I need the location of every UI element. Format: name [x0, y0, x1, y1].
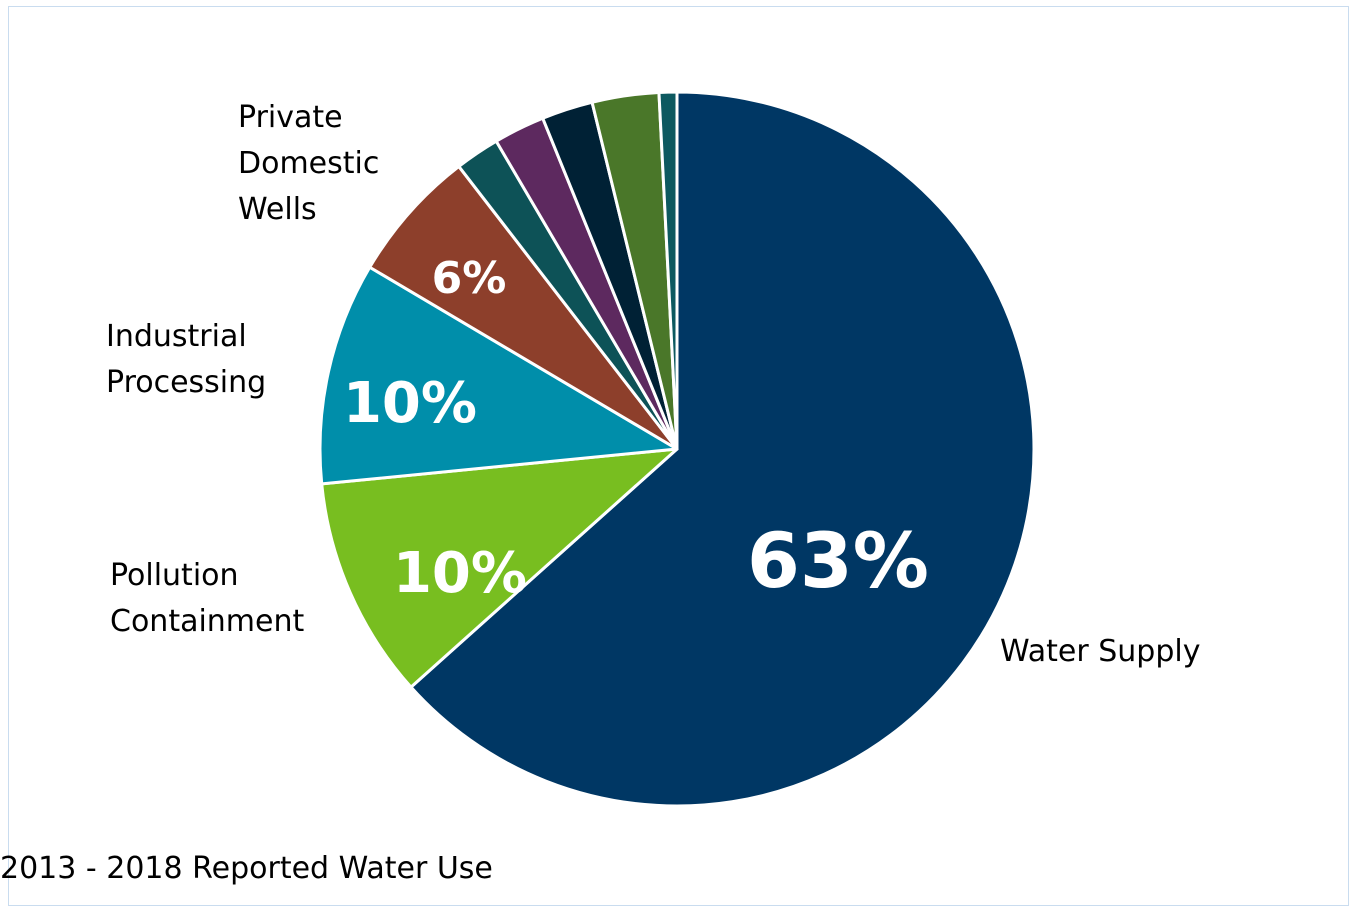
percent-label: 10%	[393, 541, 527, 606]
pie-slice-private-domestic-wells	[368, 164, 679, 451]
category-labels-layer: Water Supply Pollution Containment Industri…	[106, 100, 1200, 669]
percent-label: 6%	[432, 253, 507, 304]
category-label: Pollution Containment	[110, 558, 305, 639]
category-label: Water Supply	[1000, 634, 1200, 669]
chart-caption: 2013 - 2018 Reported Water Use	[0, 851, 493, 886]
category-label: Private Domestic Wells	[238, 100, 379, 227]
pie-slice-unlabeled-8	[657, 90, 679, 451]
pie-slice-water-supply	[409, 90, 1036, 808]
percent-labels-layer: 63% 10% 10% 6%	[343, 253, 929, 606]
slices-layer	[318, 90, 1036, 808]
category-label: Industrial Processing	[106, 319, 266, 400]
pie-slice-industrial-processing	[318, 265, 679, 486]
pie-slice-pollution-containment	[320, 447, 679, 689]
percent-label: 63%	[747, 516, 929, 605]
percent-label: 10%	[343, 371, 477, 436]
